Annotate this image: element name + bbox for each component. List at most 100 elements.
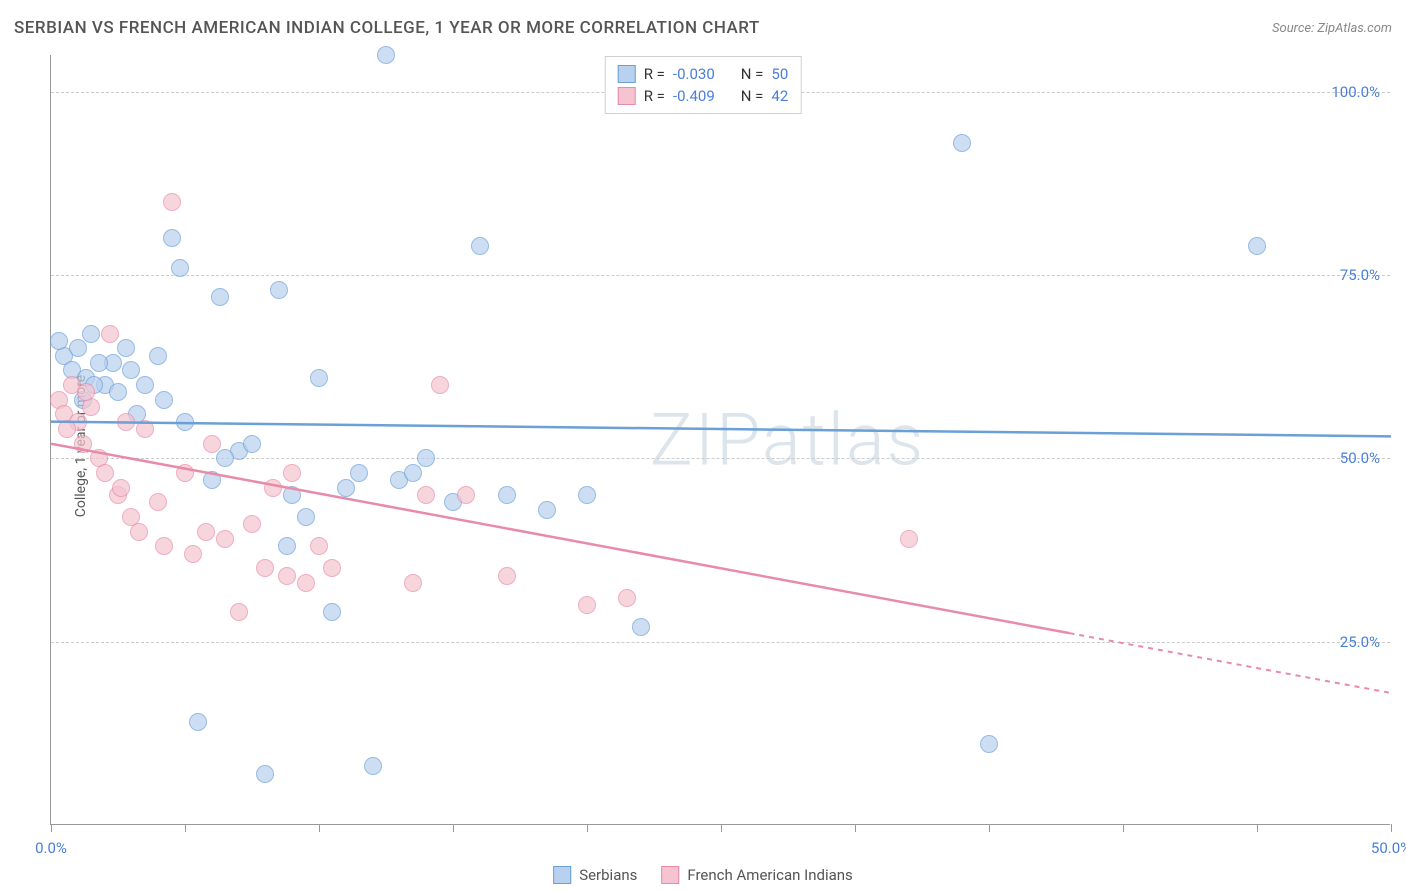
data-point xyxy=(953,134,971,152)
data-point xyxy=(197,523,215,541)
legend-stats: R = -0.030 N = 50 R = -0.409 N = 42 xyxy=(605,56,802,114)
data-point xyxy=(163,193,181,211)
gridline-horizontal xyxy=(51,275,1390,276)
legend-n-label: N = xyxy=(741,65,764,83)
data-point xyxy=(417,486,435,504)
legend-swatch-french xyxy=(661,866,679,884)
x-tick-mark xyxy=(1257,824,1258,832)
data-point xyxy=(216,449,234,467)
data-point xyxy=(117,413,135,431)
data-point xyxy=(130,523,148,541)
data-point xyxy=(980,735,998,753)
data-point xyxy=(176,413,194,431)
data-point xyxy=(431,376,449,394)
data-point xyxy=(323,603,341,621)
x-tick-label: 50.0% xyxy=(1371,839,1406,857)
data-point xyxy=(90,354,108,372)
data-point xyxy=(69,339,87,357)
data-point xyxy=(112,479,130,497)
legend-swatch-french xyxy=(618,87,636,105)
data-point xyxy=(163,229,181,247)
data-point xyxy=(337,479,355,497)
legend-series: Serbians French American Indians xyxy=(553,866,853,884)
data-point xyxy=(377,46,395,64)
data-point xyxy=(109,383,127,401)
data-point xyxy=(77,383,95,401)
data-point xyxy=(203,435,221,453)
data-point xyxy=(211,288,229,306)
data-point xyxy=(189,713,207,731)
data-point xyxy=(1248,237,1266,255)
legend-item-serbians: Serbians xyxy=(553,866,637,884)
data-point xyxy=(136,420,154,438)
source-attribution: Source: ZipAtlas.com xyxy=(1272,21,1392,36)
chart-title: SERBIAN VS FRENCH AMERICAN INDIAN COLLEG… xyxy=(14,18,760,38)
y-tick-label: 25.0% xyxy=(1340,633,1380,651)
data-point xyxy=(155,391,173,409)
data-point xyxy=(538,501,556,519)
data-point xyxy=(278,567,296,585)
x-tick-mark xyxy=(721,824,722,832)
gridline-horizontal xyxy=(51,458,1390,459)
data-point xyxy=(578,486,596,504)
chart-container: SERBIAN VS FRENCH AMERICAN INDIAN COLLEG… xyxy=(0,0,1406,892)
y-tick-label: 75.0% xyxy=(1340,266,1380,284)
data-point xyxy=(117,339,135,357)
data-point xyxy=(149,347,167,365)
data-point xyxy=(184,545,202,563)
data-point xyxy=(297,508,315,526)
legend-r-label: R = xyxy=(644,65,665,83)
legend-item-french: French American Indians xyxy=(661,866,852,884)
data-point xyxy=(364,757,382,775)
data-point xyxy=(136,376,154,394)
data-point xyxy=(50,332,68,350)
legend-swatch-serbians xyxy=(553,866,571,884)
data-point xyxy=(457,486,475,504)
legend-r-value-french: -0.409 xyxy=(673,87,715,105)
legend-stats-row-serbians: R = -0.030 N = 50 xyxy=(618,63,789,85)
data-point xyxy=(270,281,288,299)
data-point xyxy=(58,420,76,438)
data-point xyxy=(283,486,301,504)
y-tick-label: 50.0% xyxy=(1340,449,1380,467)
title-bar: SERBIAN VS FRENCH AMERICAN INDIAN COLLEG… xyxy=(14,18,1392,38)
data-point xyxy=(264,479,282,497)
legend-swatch-serbians xyxy=(618,65,636,83)
data-point xyxy=(278,537,296,555)
data-point xyxy=(149,493,167,511)
data-point xyxy=(350,464,368,482)
legend-n-value-serbians: 50 xyxy=(771,65,788,83)
data-point xyxy=(498,567,516,585)
x-tick-mark xyxy=(587,824,588,832)
legend-stats-row-french: R = -0.409 N = 42 xyxy=(618,85,789,107)
x-tick-mark xyxy=(855,824,856,832)
x-tick-mark xyxy=(185,824,186,832)
x-tick-mark xyxy=(319,824,320,832)
data-point xyxy=(310,537,328,555)
data-point xyxy=(256,559,274,577)
x-tick-mark xyxy=(1391,824,1392,832)
data-point xyxy=(404,574,422,592)
gridline-horizontal xyxy=(51,642,1390,643)
legend-r-label: R = xyxy=(644,87,665,105)
data-point xyxy=(297,574,315,592)
legend-label-serbians: Serbians xyxy=(579,866,637,884)
data-point xyxy=(243,515,261,533)
data-point xyxy=(122,361,140,379)
y-tick-label: 100.0% xyxy=(1331,83,1380,101)
data-point xyxy=(171,259,189,277)
x-tick-label: 0.0% xyxy=(35,839,67,857)
data-point xyxy=(216,530,234,548)
data-point xyxy=(404,464,422,482)
data-point xyxy=(618,589,636,607)
data-point xyxy=(310,369,328,387)
chart-plot-area: ZIPatlas 25.0%50.0%75.0%100.0%0.0%50.0% xyxy=(50,55,1390,825)
data-point xyxy=(243,435,261,453)
data-point xyxy=(82,325,100,343)
data-point xyxy=(498,486,516,504)
data-point xyxy=(230,603,248,621)
legend-n-label: N = xyxy=(741,87,764,105)
data-point xyxy=(632,618,650,636)
data-point xyxy=(417,449,435,467)
data-point xyxy=(96,464,114,482)
